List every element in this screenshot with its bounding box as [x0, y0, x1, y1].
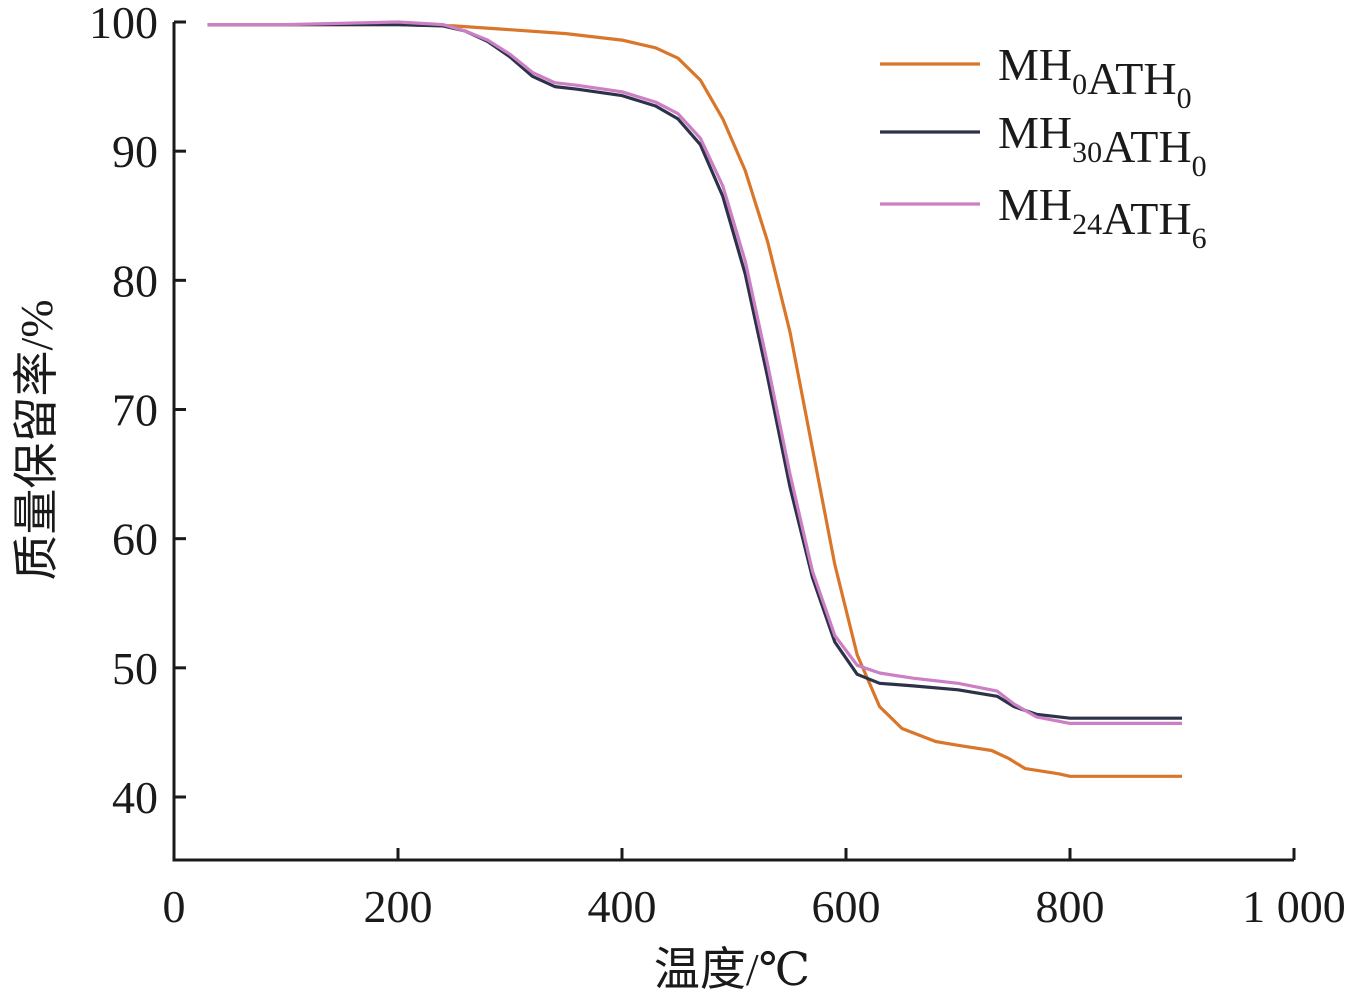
x-tick-label: 0 — [163, 881, 186, 932]
y-tick-label: 60 — [112, 514, 158, 565]
y-tick-label: 90 — [112, 126, 158, 177]
x-tick-label: 400 — [588, 881, 657, 932]
legend-label-1: MH30ATH0 — [998, 107, 1207, 183]
y-tick-label: 50 — [112, 643, 158, 694]
x-axis-title: 温度/℃ — [654, 944, 810, 995]
ticks-layer: 0 200 400 600 800 1 000 40 50 60 70 80 90 100 — [89, 0, 1346, 932]
series-line-0 — [207, 23, 1182, 778]
y-tick-label: 40 — [112, 772, 158, 823]
series-layer — [207, 20, 1182, 778]
y-tick-label: 70 — [112, 385, 158, 436]
axes-layer — [172, 22, 1294, 862]
y-axis-title: 质量保留率/% — [11, 299, 62, 580]
x-tick-label: 200 — [364, 881, 433, 932]
legend-label-0: MH0ATH0 — [998, 39, 1192, 115]
y-tick-label: 80 — [112, 255, 158, 306]
y-tick-label: 100 — [89, 0, 158, 48]
x-tick-label: 800 — [1036, 881, 1105, 932]
series-line-2 — [207, 20, 1182, 725]
legend-label-2: MH24ATH6 — [998, 179, 1207, 255]
x-tick-label: 600 — [812, 881, 881, 932]
x-tick-label: 1 000 — [1242, 881, 1346, 932]
